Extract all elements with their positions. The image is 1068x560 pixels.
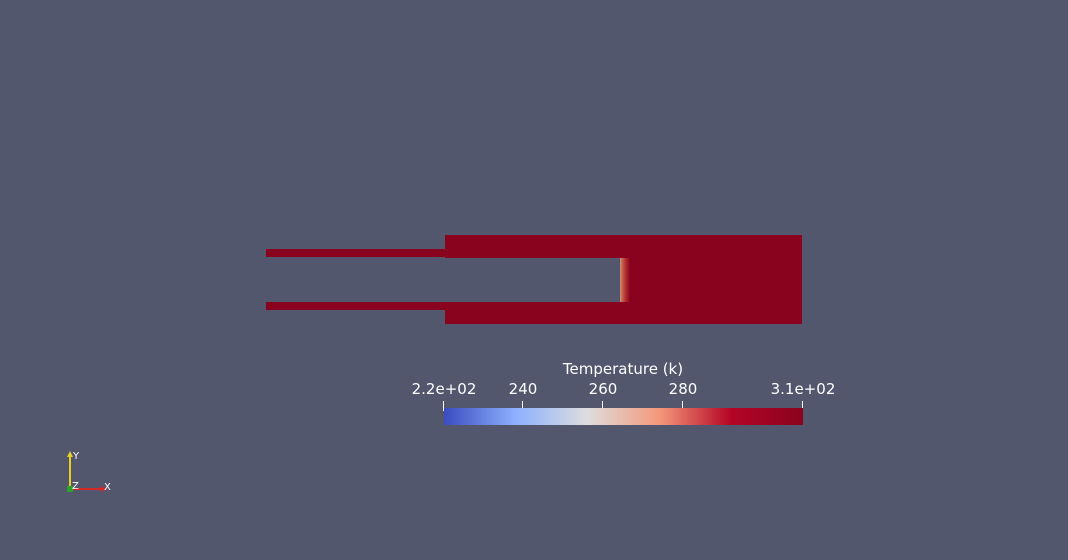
scalar-bar[interactable]: Temperature (k) 2.2e+02 240 260 280 3.1e… bbox=[400, 356, 860, 436]
tick-label-max: 3.1e+02 bbox=[770, 380, 836, 398]
main-body bbox=[445, 235, 802, 324]
tick-mark-280 bbox=[682, 401, 683, 411]
tick-mark-240 bbox=[522, 401, 523, 411]
lower-inlet-wall bbox=[266, 302, 446, 310]
scalar-bar-title: Temperature (k) bbox=[562, 360, 684, 378]
upper-inlet-wall bbox=[266, 249, 446, 257]
y-axis-label: Y bbox=[72, 451, 80, 462]
tick-label-260: 260 bbox=[588, 380, 618, 398]
x-axis-label: X bbox=[104, 482, 111, 493]
x-axis-arrow bbox=[101, 486, 107, 492]
gradient-edge bbox=[620, 258, 630, 302]
tick-label-240: 240 bbox=[508, 380, 538, 398]
color-bar[interactable] bbox=[444, 408, 803, 425]
orientation-axes: Y Z X bbox=[67, 451, 111, 493]
z-axis-marker bbox=[67, 486, 73, 492]
tick-label-min: 2.2e+02 bbox=[411, 380, 477, 398]
tick-label-280: 280 bbox=[668, 380, 698, 398]
tick-mark-max bbox=[802, 401, 803, 411]
z-axis-label: Z bbox=[72, 481, 79, 492]
tick-mark-min bbox=[443, 401, 444, 411]
tick-mark-260 bbox=[602, 401, 603, 411]
y-axis-arrow bbox=[67, 451, 73, 457]
